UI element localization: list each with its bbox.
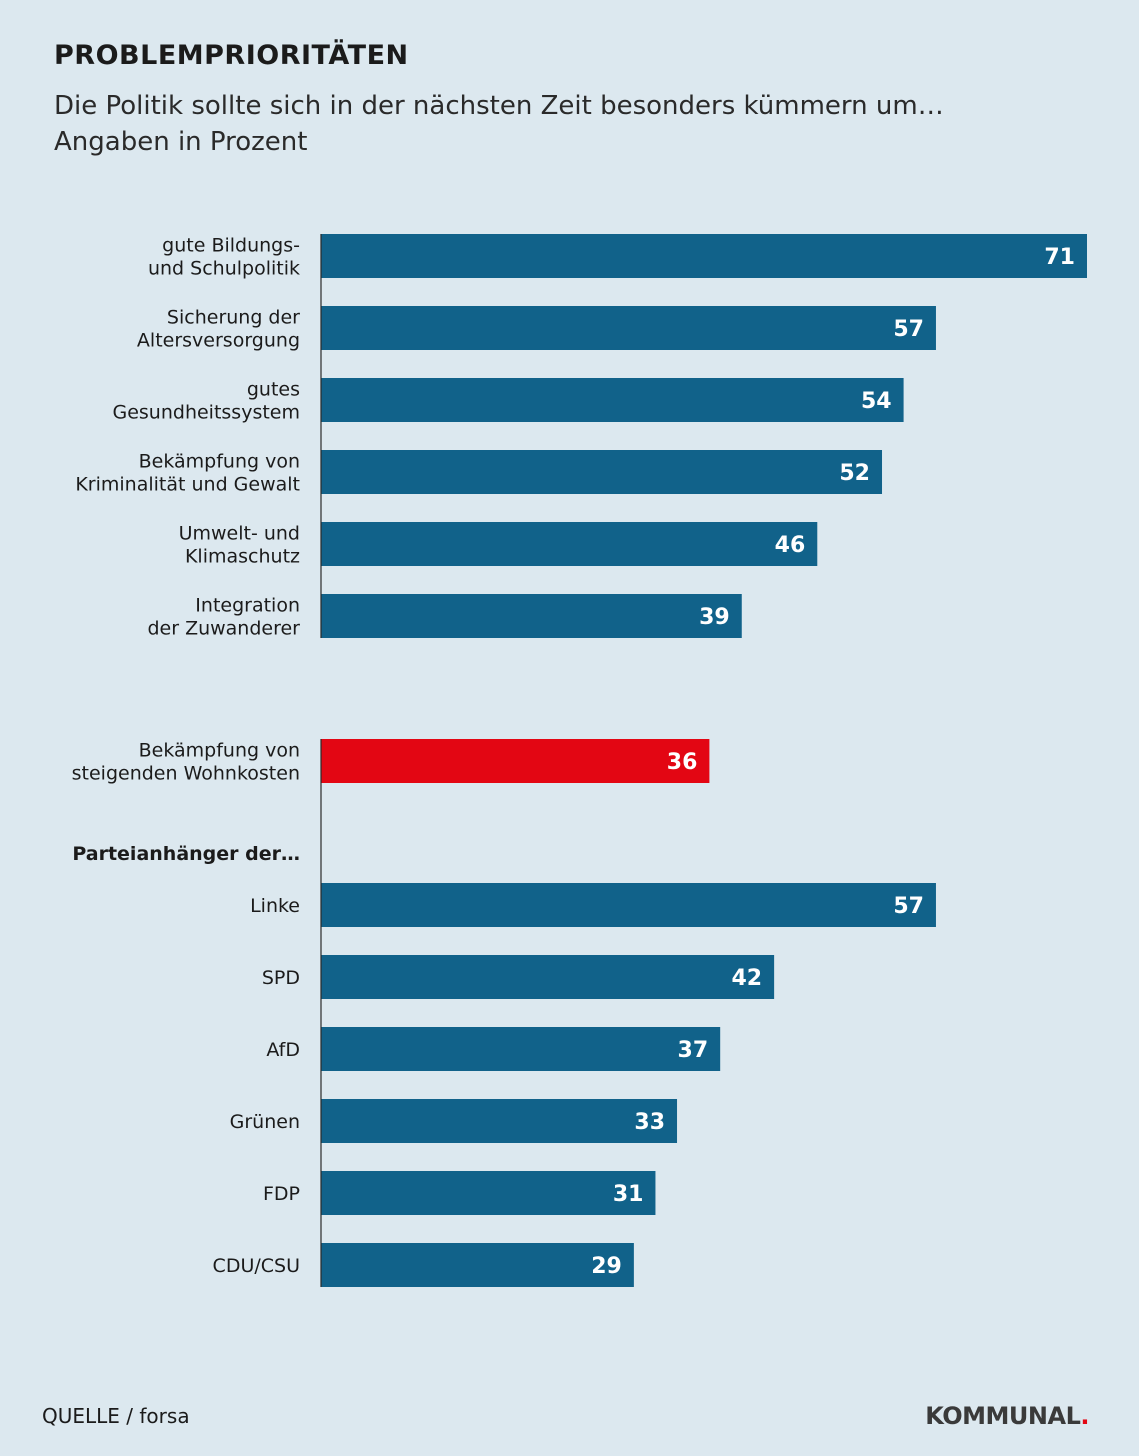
category-label: und Schulpolitik [148,258,300,280]
bar [321,234,1087,278]
category-label: FDP [263,1183,300,1205]
category-label: gute Bildungs- [162,235,300,257]
bar [321,1243,634,1287]
bar [321,522,818,566]
chart-subtitle: Die Politik sollte sich in der nächsten … [54,88,944,160]
brand-dot: . [1080,1402,1089,1430]
category-label: Linke [250,895,300,917]
category-label: SPD [262,967,300,989]
category-label: Gesundheitssystem [112,402,300,424]
bar-chart: 71 gute Bildungs-und Schulpolitik 57 Sicher… [72,234,1087,1287]
brand-logo: KOMMUNAL. [925,1402,1089,1430]
bar-value-label: 57 [893,317,924,342]
bar-value-label: 39 [699,605,730,630]
brand-text: KOMMUNAL [925,1402,1081,1430]
bar-value-label: 36 [667,750,698,775]
bar [321,378,904,422]
bar [321,955,775,999]
bar [321,739,710,783]
category-label: Sicherung der [167,307,300,329]
category-label: Grünen [230,1111,300,1133]
bar-value-label: 29 [591,1254,622,1279]
subtitle-line: Die Politik sollte sich in der nächsten … [54,91,944,121]
subtitle-line: Angaben in Prozent [54,127,308,157]
bar-value-label: 57 [893,894,924,919]
bar [321,594,742,638]
bar-value-label: 33 [634,1110,665,1135]
bar-value-label: 52 [839,461,870,486]
source-note: QUELLE / forsa [42,1404,190,1428]
chart-title: PROBLEMPRIORITÄTEN [54,40,409,71]
category-label: Bekämpfung von [139,740,300,762]
bar-value-label: 31 [613,1182,644,1207]
category-label: steigenden Wohnkosten [72,763,300,785]
bar [321,1027,721,1071]
category-label: Umwelt- und [179,523,300,545]
bar [321,883,936,927]
category-label: Bekämpfung von [139,451,300,473]
bar [321,450,883,494]
category-label: der Zuwanderer [147,618,300,640]
category-label: Altersversorgung [137,330,300,352]
bar-value-label: 54 [861,389,892,414]
bar-value-label: 37 [678,1038,709,1063]
category-label: Kriminalität und Gewalt [75,474,300,496]
bar-value-label: 71 [1044,245,1075,270]
category-label: CDU/CSU [213,1255,300,1277]
bar-value-label: 42 [732,966,763,991]
bar [321,1171,656,1215]
category-label: Klimaschutz [185,546,300,568]
bar [321,1099,678,1143]
category-label: Integration [195,595,300,617]
bar-value-label: 46 [775,533,806,558]
bar [321,306,936,350]
group-heading: Parteianhänger der… [72,843,300,865]
category-label: gutes [247,379,300,401]
category-label: AfD [266,1039,300,1061]
